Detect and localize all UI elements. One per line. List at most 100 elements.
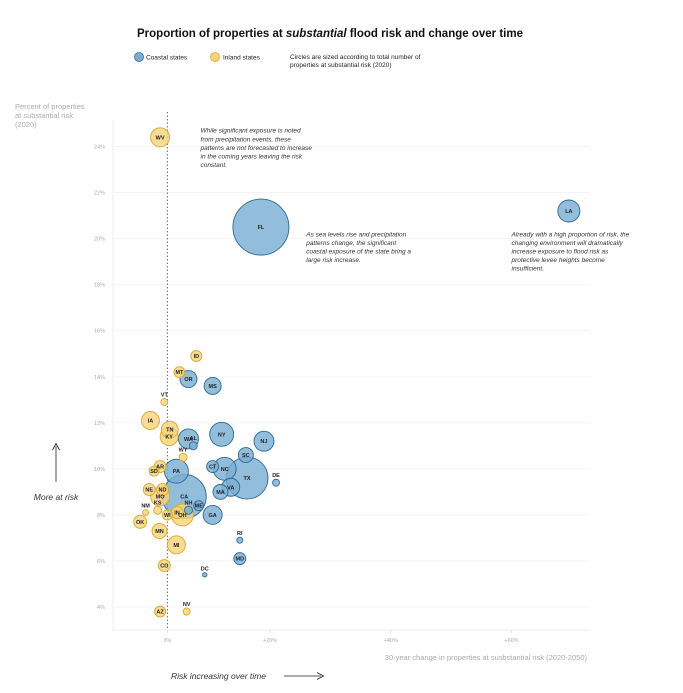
bubble-label-vt: VT [161, 393, 169, 399]
bubble-label-ne: NE [145, 488, 153, 494]
bubble-label-me: ME [195, 504, 204, 510]
bubble-label-mi: MI [173, 543, 180, 549]
bubble-label-la: LA [565, 209, 572, 215]
bubble-label-dc: DC [201, 567, 209, 573]
bubble-label-in: IN [174, 511, 180, 517]
chart-title: Proportion of properties at substantial … [137, 28, 523, 40]
bubble-me [193, 500, 205, 512]
gridlines [113, 146, 590, 608]
bubble-id [190, 350, 203, 362]
x-tick-label: +40% [384, 638, 398, 644]
bubble-label-ri: RI [237, 531, 243, 537]
bubble-nv [182, 607, 191, 616]
bubble-label-ok: OK [136, 520, 144, 526]
bubble-sd [148, 465, 160, 477]
y-tick-label: 22% [94, 191, 105, 197]
bubble-label-ny: NY [218, 432, 226, 438]
bubble-dc [202, 572, 208, 578]
bubble-label-wi: WI [164, 513, 171, 519]
bubble-labels: FL CA TX NY PA NC LA OH WA NJ GA WV MO VA IA KY MI OR MS TN… [136, 135, 573, 615]
y-tick-labels: 4% 6% 8% 10% 12% 14% 16% 18% 20% 22% 24% [94, 145, 105, 611]
y-tick-label: 6% [97, 559, 105, 565]
y-tick-label: 8% [97, 513, 105, 519]
bubble-label-ky: KY [165, 435, 173, 441]
bubble-label-nd: ND [159, 488, 167, 494]
bubble-fl [232, 198, 290, 256]
bubble-label-md: MD [236, 557, 245, 563]
bubble-wv [150, 127, 171, 148]
bubble-wy [178, 452, 188, 462]
legend-coastal-label: Coastal states [146, 55, 188, 62]
bubble-tn [160, 420, 179, 439]
more-at-risk-indicator: More at risk [34, 442, 79, 502]
bubble-nm [142, 509, 150, 517]
bubble-label-mn: MN [155, 529, 164, 535]
up-arrow-icon [52, 442, 60, 451]
bubble-label-mt: MT [175, 370, 184, 376]
annotations: While significant exposure is noted from … [200, 128, 630, 273]
bubble-label-nm: NM [141, 504, 150, 510]
bubble-label-ks: KS [154, 500, 162, 506]
bubble-label-nv: NV [183, 602, 191, 608]
y-tick-label: 12% [94, 421, 105, 427]
legend-inland-label: Inland states [223, 55, 261, 62]
bubble-ne [142, 483, 156, 497]
bubble-co [157, 559, 171, 572]
x-tick-label: 3% [163, 638, 171, 644]
bubble-al [188, 441, 198, 451]
bubble-label-ct: CT [209, 465, 217, 471]
bubble-label-sc: SC [242, 453, 250, 459]
annotation-text: Already with a high proportion of risk, … [511, 231, 630, 272]
bubble-ks [153, 505, 163, 515]
bubble-label-de: DE [272, 473, 280, 479]
y-tick-label: 14% [94, 375, 105, 381]
legend-size-note: Circles are sized according to total num… [290, 54, 422, 69]
x-tick-label: +20% [263, 638, 277, 644]
bubble-ia [140, 411, 160, 430]
bubble-ri [236, 536, 244, 544]
bubble-la [557, 199, 581, 223]
bubble-mt [173, 366, 186, 379]
bubble-md [233, 552, 247, 566]
bubble-ga [202, 504, 223, 525]
bubble-label-tx: TX [244, 476, 251, 482]
y-tick-label: 24% [94, 145, 105, 151]
y-tick-label: 18% [94, 283, 105, 289]
bubble-label-ga: GA [209, 513, 217, 519]
y-tick-label: 10% [94, 467, 105, 473]
bubbles [133, 127, 581, 618]
bubble-label-fl: FL [258, 225, 265, 231]
bubble-label-tn: TN [166, 428, 173, 434]
y-axis-title: Percent of properties at substantial ris… [15, 102, 87, 129]
annotation-text: While significant exposure is noted from … [200, 128, 313, 169]
bubble-label-id: ID [194, 354, 200, 360]
bubble-ct [206, 460, 220, 473]
bubble-label-nc: NC [221, 467, 229, 473]
bubble-label-sd: SD [150, 469, 158, 475]
y-tick-label: 16% [94, 329, 105, 335]
bubble-de [272, 478, 280, 487]
bubble-az [154, 605, 167, 618]
bubble-nd [156, 483, 169, 497]
bubble-label-nj: NJ [260, 439, 267, 445]
risk-increasing-label: Risk increasing over time [171, 671, 266, 681]
bubble-ma [212, 483, 229, 500]
annotation-text: As sea levels rise and precipitation patt… [305, 231, 411, 264]
x-axis-title: 30-year change in properties at susbstan… [385, 653, 588, 662]
bubble-label-az: AZ [156, 610, 164, 616]
bubble-mn [151, 523, 168, 539]
risk-increasing-indicator: Risk increasing over time [171, 671, 325, 681]
more-at-risk-label: More at risk [34, 492, 79, 502]
bubble-label-nh: NH [184, 500, 192, 506]
bubble-label-mo: MO [156, 494, 166, 500]
bubble-label-al: AL [190, 436, 198, 442]
y-tick-label: 4% [97, 605, 105, 611]
bubble-label-pa: PA [173, 469, 180, 475]
legend: Coastal states Inland states Circles are… [134, 52, 422, 69]
bubble-label-oh: OH [178, 513, 186, 519]
bubble-mi [166, 535, 186, 555]
bubble-wi [161, 509, 173, 521]
bubble-label-wa: WA [184, 437, 193, 443]
bubble-label-va: VA [227, 485, 234, 491]
